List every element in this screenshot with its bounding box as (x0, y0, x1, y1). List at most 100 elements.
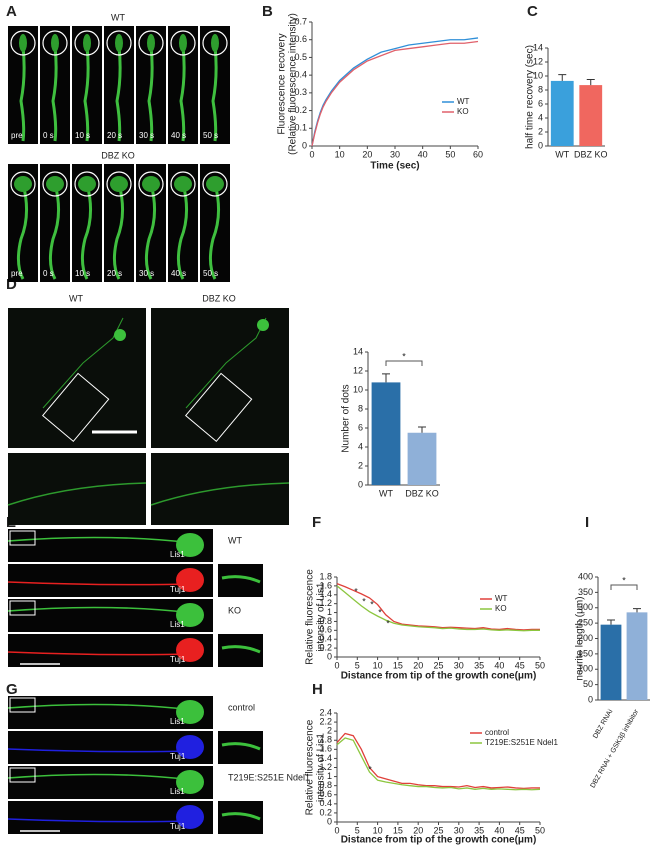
panel-label: D (6, 276, 17, 293)
y-tick-label: 8 (358, 403, 363, 413)
series-line (311, 37, 479, 147)
y-tick-label: 0.7 (294, 16, 307, 26)
bleach-roi (10, 30, 36, 56)
soma (176, 770, 204, 794)
significance: * (370, 599, 374, 609)
y-tick-label: 0.8 (319, 780, 332, 790)
column-label: DBZ KO (202, 293, 236, 303)
bleach-roi (42, 171, 68, 197)
y-tick-label: 0 (327, 816, 332, 826)
x-tick-label: 20 (413, 660, 423, 670)
significance-bracket (610, 584, 638, 590)
y-tick-label: 1.4 (319, 753, 332, 763)
inset-neurite (221, 742, 261, 751)
soma (176, 638, 204, 662)
panel-label: B (262, 3, 273, 20)
x-tick-label: 45 (515, 825, 525, 835)
y-tick-label: 0 (358, 479, 363, 489)
zoom-box (9, 767, 36, 783)
neuron (48, 183, 60, 280)
neuron (179, 45, 186, 142)
y-tick-label: 0.4 (319, 634, 332, 644)
x-tick-label: DBZ KO (574, 149, 608, 159)
bleach-roi (106, 171, 132, 197)
bleach-roi (170, 30, 196, 56)
zoom-box (9, 600, 36, 616)
x-tick-label: 25 (433, 660, 443, 670)
y-tick-label: 0.5 (294, 52, 307, 62)
soma (110, 176, 128, 192)
significance: * (368, 764, 372, 774)
neuron (16, 183, 28, 280)
significance: * (378, 607, 382, 617)
frame-label: 40 s (171, 269, 186, 278)
panel-label: G (6, 681, 18, 698)
y-axis-label: neurite length (μm) (575, 596, 586, 680)
bar (371, 382, 401, 485)
soma (19, 34, 27, 52)
y-tick-label: 6 (358, 422, 363, 432)
x-axis-label: Time (sec) (370, 161, 419, 172)
y-tick-label: 1.6 (319, 744, 332, 754)
neuron (19, 45, 26, 142)
y-tick-label: 2 (538, 126, 543, 136)
frame-label: 0 s (43, 269, 54, 278)
bleach-roi (74, 171, 100, 197)
soma (211, 34, 219, 52)
neuron (208, 183, 220, 280)
y-axis-label: half time recovery (sec) (525, 45, 536, 149)
zoom-box (41, 372, 110, 443)
y-axis-label: Fluorescence recovery (277, 33, 288, 134)
y-tick-label: 0.6 (319, 625, 332, 635)
y-tick-label: 4 (358, 441, 363, 451)
frame-label: 50 s (203, 131, 218, 140)
y-tick-label: 100 (578, 664, 593, 674)
y-tick-label: 0.2 (294, 105, 307, 115)
y-tick-label: 1.8 (319, 735, 332, 745)
marker-label: Lis1 (170, 717, 185, 726)
x-tick-label: WT (379, 488, 393, 498)
y-tick-label: 10 (353, 384, 363, 394)
x-tick-label: 40 (494, 660, 504, 670)
x-tick-label: 40 (494, 825, 504, 835)
marker-label: Lis1 (170, 550, 185, 559)
error-bar (586, 79, 595, 86)
soma (115, 34, 123, 52)
bleach-roi (202, 30, 228, 56)
soma (176, 533, 204, 557)
bleach-roi (170, 171, 196, 197)
y-tick-label: 300 (578, 602, 593, 612)
bleach-roi (138, 30, 164, 56)
condition-label: KO (228, 605, 241, 615)
y-tick-label: 1.2 (319, 762, 332, 772)
x-tick-label: DBZ RNAi (592, 708, 614, 740)
x-tick-label: 35 (474, 660, 484, 670)
neurite (7, 651, 194, 656)
neuron (211, 45, 218, 142)
x-tick-label: DBZ KO (405, 488, 439, 498)
neurite (7, 703, 194, 711)
soma (176, 603, 204, 627)
micrograph (151, 308, 289, 448)
soma (114, 329, 126, 341)
x-axis-label: Distance from tip of the growth cone(μm) (341, 671, 537, 682)
marker-label: Tuj1 (170, 655, 186, 664)
marker-label: Lis1 (170, 620, 185, 629)
bleach-roi (106, 30, 132, 56)
y-tick-label: 1 (327, 607, 332, 617)
soma (46, 176, 64, 192)
x-tick-label: WT (555, 149, 569, 159)
y-tick-label: 400 (578, 571, 593, 581)
y-tick-label: 0 (588, 694, 593, 704)
soma (176, 805, 204, 829)
zoom-box (9, 697, 36, 713)
bleach-roi (10, 171, 36, 197)
legend-label: control (485, 728, 509, 737)
soma (147, 34, 155, 52)
y-tick-label: 0.3 (294, 87, 307, 97)
x-tick-label: 10 (373, 825, 383, 835)
x-tick-label: 5 (355, 825, 360, 835)
x-tick-label: 30 (454, 825, 464, 835)
